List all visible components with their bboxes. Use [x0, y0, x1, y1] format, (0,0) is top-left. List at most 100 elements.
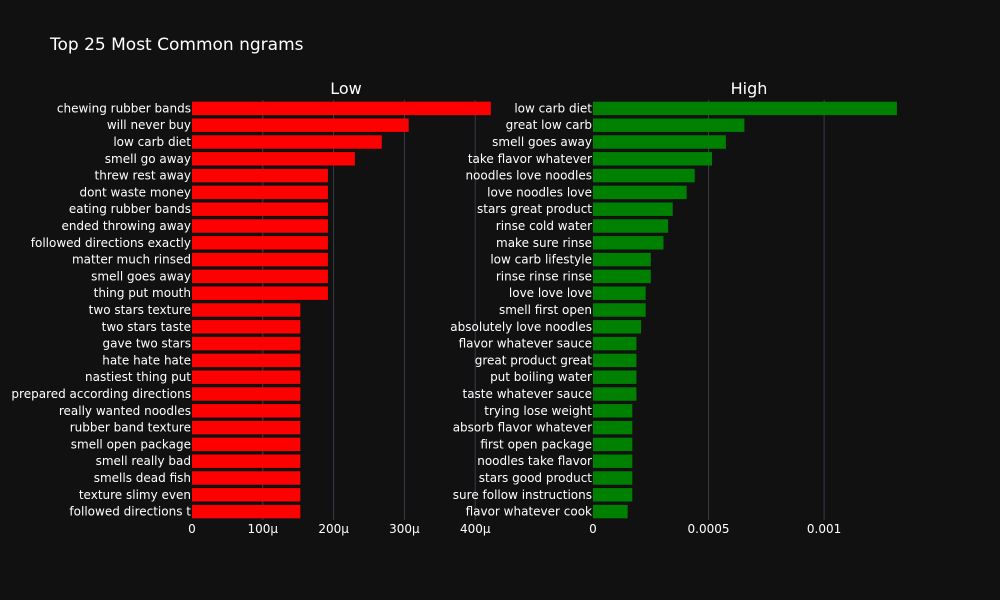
category-label: taste whatever sauce — [463, 387, 593, 401]
category-label: stars great product — [477, 202, 592, 216]
category-label: smell goes away — [91, 269, 191, 283]
bar[interactable] — [593, 236, 664, 250]
x-tick-label: 100μ — [248, 522, 279, 536]
bar[interactable] — [192, 303, 301, 317]
category-label: first open package — [480, 437, 592, 451]
category-label: noodles take flavor — [477, 454, 592, 468]
bar[interactable] — [593, 504, 628, 519]
bar[interactable] — [192, 236, 328, 250]
category-label: rubber band texture — [70, 421, 191, 435]
category-label: smell goes away — [492, 135, 592, 149]
bar[interactable] — [192, 504, 301, 519]
category-label: love love love — [509, 286, 592, 300]
bar[interactable] — [593, 286, 646, 300]
category-label: really wanted noodles — [59, 404, 191, 418]
category-label: take flavor whatever — [468, 152, 592, 166]
x-tick-label: 400μ — [460, 522, 491, 536]
bar[interactable] — [593, 135, 726, 149]
category-label: low carb diet — [113, 135, 191, 149]
bar[interactable] — [192, 320, 301, 334]
bar[interactable] — [593, 370, 637, 384]
bar[interactable] — [593, 219, 669, 233]
category-label: two stars texture — [89, 303, 191, 317]
bar[interactable] — [593, 404, 633, 418]
category-label: hate hate hate — [102, 353, 191, 367]
bar[interactable] — [593, 202, 673, 216]
category-label: followed directions t — [69, 505, 191, 519]
bar[interactable] — [192, 420, 301, 435]
bar[interactable] — [593, 488, 633, 502]
category-label: trying lose weight — [484, 404, 592, 418]
category-label: will never buy — [107, 118, 191, 132]
bar[interactable] — [192, 454, 301, 468]
bar[interactable] — [192, 269, 328, 284]
x-tick-label: 0.001 — [807, 522, 841, 536]
bar[interactable] — [192, 404, 301, 418]
bar[interactable] — [593, 454, 633, 468]
bar[interactable] — [192, 336, 301, 351]
bar[interactable] — [192, 471, 301, 485]
bar[interactable] — [192, 437, 301, 452]
category-label: smell go away — [105, 152, 191, 166]
category-label: eating rubber bands — [69, 202, 191, 216]
category-label: smell really bad — [96, 454, 191, 468]
bar[interactable] — [593, 118, 745, 132]
bar[interactable] — [192, 219, 328, 233]
bar[interactable] — [593, 303, 646, 317]
category-label: chewing rubber bands — [57, 101, 191, 115]
bar[interactable] — [593, 336, 637, 351]
bar[interactable] — [593, 420, 633, 435]
bar[interactable] — [593, 101, 897, 116]
panel-high: 0 0.0005 0.001 High low carb diet great low c… — [450, 79, 897, 536]
category-label: great product great — [475, 353, 593, 367]
category-label: gave two stars — [103, 337, 191, 351]
bar[interactable] — [192, 152, 355, 166]
bar[interactable] — [192, 185, 328, 200]
bar[interactable] — [192, 168, 328, 183]
bar[interactable] — [593, 353, 637, 368]
category-label: great low carb — [506, 118, 592, 132]
category-label: absorb flavor whatever — [453, 421, 592, 435]
category-label: flavor whatever cook — [466, 505, 592, 519]
bar[interactable] — [192, 286, 328, 300]
bar[interactable] — [192, 488, 301, 502]
category-label: rinse rinse rinse — [496, 269, 592, 283]
bar[interactable] — [593, 320, 642, 334]
category-label: absolutely love noodles — [450, 320, 592, 334]
category-label: followed directions exactly — [31, 236, 191, 250]
x-tick-label: 0 — [188, 522, 196, 536]
bar[interactable] — [593, 185, 687, 200]
category-label: low carb diet — [514, 101, 592, 115]
bar[interactable] — [593, 471, 633, 485]
bar[interactable] — [593, 387, 637, 401]
bar[interactable] — [192, 387, 301, 401]
category-label: smells dead fish — [94, 471, 191, 485]
bar[interactable] — [192, 252, 328, 267]
bar[interactable] — [593, 269, 651, 284]
bar[interactable] — [593, 152, 713, 166]
bar[interactable] — [593, 168, 695, 183]
category-label: thing put mouth — [94, 286, 191, 300]
category-label: two stars taste — [102, 320, 191, 334]
bar[interactable] — [593, 437, 633, 452]
bar[interactable] — [192, 370, 301, 384]
category-label: love noodles love — [487, 185, 592, 199]
chart-title: Top 25 Most Common ngrams — [49, 35, 304, 55]
category-label: sure follow instructions — [453, 488, 592, 502]
category-label: ended throwing away — [61, 219, 191, 233]
category-label: noodles love noodles — [465, 169, 592, 183]
bar[interactable] — [192, 202, 328, 216]
bar[interactable] — [192, 135, 382, 149]
subplot-title: High — [731, 79, 768, 98]
category-label: make sure rinse — [496, 236, 592, 250]
bar[interactable] — [593, 252, 651, 267]
category-label: stars good product — [479, 471, 592, 485]
bar[interactable] — [192, 101, 491, 116]
bar[interactable] — [192, 353, 301, 368]
category-label: nastiest thing put — [85, 370, 191, 384]
category-label: threw rest away — [95, 169, 191, 183]
category-label: prepared according directions — [11, 387, 191, 401]
bar[interactable] — [192, 118, 409, 132]
